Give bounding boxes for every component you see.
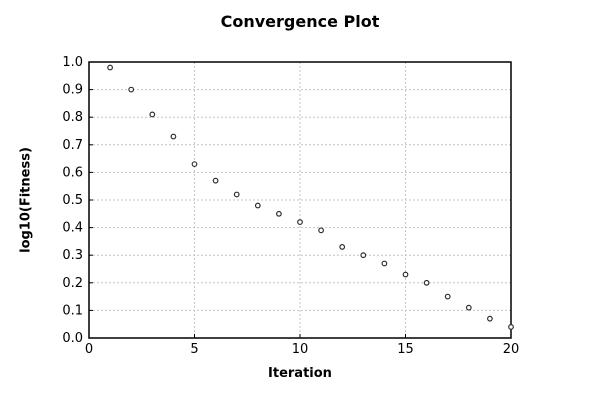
y-tick-label: 0.7 (62, 138, 83, 153)
data-point (487, 315, 493, 322)
y-tick-label: 0.6 (62, 165, 83, 180)
data-point (381, 260, 388, 267)
data-point (212, 177, 219, 184)
data-point (360, 252, 367, 259)
y-tick-label: 0.8 (62, 110, 83, 125)
y-tick-label: 1.0 (62, 55, 83, 70)
data-point (297, 219, 303, 225)
data-point (107, 64, 113, 71)
data-point (318, 227, 325, 234)
x-tick-label: 0 (85, 342, 93, 357)
y-tick-label: 0.2 (62, 276, 83, 291)
data-point (276, 210, 282, 217)
data-point (465, 304, 472, 311)
data-point (170, 133, 177, 140)
x-axis-label: Iteration (268, 366, 332, 381)
x-tick-label: 15 (397, 342, 414, 357)
y-tick-label: 0.4 (62, 221, 83, 236)
y-tick-label: 0.0 (62, 331, 83, 346)
x-tick-label: 5 (190, 342, 198, 357)
data-point (508, 324, 514, 330)
y-tick-label: 0.1 (62, 303, 83, 318)
y-tick-label: 0.9 (62, 83, 83, 98)
data-point (444, 293, 451, 300)
x-tick-label: 20 (503, 342, 520, 357)
data-point (339, 244, 346, 250)
y-tick-label: 0.3 (62, 248, 83, 263)
y-tick-label: 0.5 (62, 193, 83, 208)
data-point (149, 111, 156, 118)
data-point (423, 279, 430, 286)
data-point (254, 202, 261, 209)
data-point (402, 271, 409, 278)
data-point (191, 161, 198, 168)
chart-title: Convergence Plot (220, 12, 380, 31)
data-point (233, 191, 240, 198)
x-tick-label: 10 (292, 342, 309, 357)
data-point (128, 86, 135, 93)
